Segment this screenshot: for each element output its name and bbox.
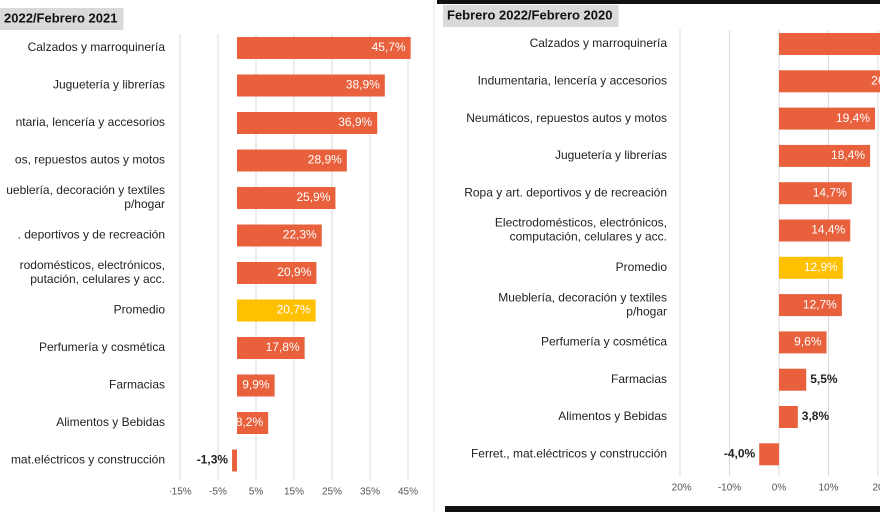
bar: [779, 368, 807, 391]
top-border: [437, 0, 880, 4]
bar: [779, 33, 880, 55]
value-label: 12,7%: [803, 297, 837, 311]
x-tick-label: 35%: [360, 487, 380, 498]
category-label: Alimentos y Bebidas: [558, 409, 667, 423]
value-label: 20,9%: [277, 265, 311, 279]
bar: [779, 219, 851, 242]
title-box: [443, 5, 619, 27]
value-label: 3,8%: [802, 409, 830, 423]
value-label: 20,7%: [277, 303, 311, 317]
bar: [237, 112, 378, 134]
x-tick-label: 45%: [398, 487, 418, 498]
bar: [779, 331, 827, 354]
value-label: 17,8%: [266, 340, 300, 354]
value-label: 14,4%: [811, 223, 845, 237]
category-label: Promedio: [616, 260, 668, 274]
bar: [237, 299, 316, 322]
value-label: 22,3%: [283, 228, 317, 242]
value-label: 36,9%: [338, 115, 372, 129]
category-label: Mueblería, decoración y textiles: [498, 290, 667, 304]
category-label: os, repuestos autos y motos: [15, 153, 165, 167]
category-label: Farmacias: [611, 372, 667, 386]
value-label: 45,7%: [372, 40, 406, 54]
bar: [759, 443, 779, 466]
bar: [237, 412, 269, 434]
category-label: Electrodomésticos, electrónicos,: [495, 216, 667, 230]
value-label: -1,3%: [197, 453, 229, 467]
category-label: Alimentos y Bebidas: [56, 415, 165, 429]
value-label: 12,9%: [804, 260, 838, 274]
bar: [237, 149, 347, 172]
value-label: 9,6%: [794, 335, 822, 349]
category-label: Farmacias: [109, 378, 165, 392]
category-label: Promedio: [114, 303, 166, 317]
bar: [237, 337, 305, 359]
category-label: Calzados y marroquinería: [28, 40, 166, 54]
value-label: 28,9%: [308, 153, 342, 167]
category-label: Perfumería y cosmética: [541, 335, 667, 349]
category-label: computación, celulares y acc.: [510, 230, 667, 244]
bar: [237, 187, 336, 209]
value-label: 9,9%: [242, 378, 270, 392]
x-tick-label: 5%: [249, 487, 264, 498]
bottom-border: [445, 506, 880, 512]
category-label: Neumáticos, repuestos autos y motos: [466, 111, 667, 125]
value-label: 19,4%: [836, 111, 870, 125]
category-label: Ferret., mat.eléctricos y construcción: [471, 446, 667, 460]
chart-title: 2022/Febrero 2021: [4, 10, 117, 25]
x-tick-label: -20%: [668, 483, 691, 494]
bar: [779, 144, 871, 167]
value-label: 14,7%: [813, 185, 847, 199]
bar: [779, 406, 798, 428]
value-label: -4,0%: [724, 446, 756, 460]
bar: [779, 107, 876, 130]
category-label: Juguetería y librerías: [53, 78, 165, 92]
category-label: p/hogar: [124, 197, 165, 211]
x-tick-label: -5%: [209, 487, 227, 498]
bar: [779, 182, 852, 205]
category-label: . deportivos y de recreación: [18, 228, 165, 242]
value-label: 18,4%: [831, 148, 865, 162]
bar: [779, 70, 880, 93]
category-label: Calzados y marroquinería: [530, 36, 668, 50]
category-label: p/hogar: [626, 304, 667, 318]
value-label: 38,9%: [346, 78, 380, 92]
plot: -15% -5% 5% 15% 25% 35% 45% 45,7% 38,9% 36,9% 28,9…: [168, 34, 418, 498]
value-label: 26,5%: [871, 73, 880, 87]
category-label: Perfumería y cosmética: [39, 340, 165, 354]
value-label: 8,2%: [236, 415, 264, 429]
title-box: [0, 8, 124, 30]
bar: [237, 37, 411, 59]
category-label: Ropa y art. deportivos y de recreación: [464, 185, 667, 199]
bar: [237, 262, 317, 284]
x-tick-label: 20: [872, 483, 880, 494]
x-tick-label: 15%: [284, 487, 304, 498]
bar: [237, 74, 385, 97]
category-label: Indumentaria, lencería y accesorios: [478, 73, 667, 87]
category-label: putación, celulares y acc.: [30, 272, 165, 286]
x-tick-label: 0%: [772, 483, 787, 494]
x-tick-label: -10%: [718, 483, 741, 494]
x-tick-label: 10%: [818, 483, 838, 494]
category-label: ueblería, decoración y textiles: [6, 183, 165, 197]
value-label: 5,5%: [810, 372, 838, 386]
plot: -20%-10%0%10%2032,4%26,5%19,4%18,4%14,7%…: [668, 30, 880, 494]
bar: [779, 256, 843, 279]
x-tick-label: 25%: [322, 487, 342, 498]
category-label: rodomésticos, electrónicos,: [20, 258, 165, 272]
bar: [237, 374, 275, 397]
bar: [237, 224, 322, 247]
x-tick-label: -15%: [168, 487, 191, 498]
category-label: mat.eléctricos y construcción: [11, 453, 165, 467]
category-label: ntaria, lencería y accesorios: [16, 115, 165, 129]
value-label: 25,9%: [296, 190, 330, 204]
bar: [779, 294, 842, 317]
category-label: Juguetería y librerías: [555, 148, 667, 162]
bar: [232, 449, 237, 472]
chart-title: Febrero 2022/Febrero 2020: [447, 7, 612, 22]
